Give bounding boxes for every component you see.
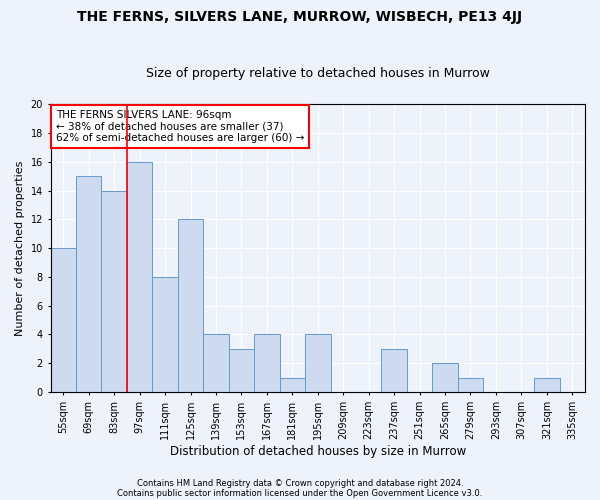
Bar	[127, 162, 152, 392]
X-axis label: Distribution of detached houses by size in Murrow: Distribution of detached houses by size …	[170, 444, 466, 458]
Bar	[203, 334, 229, 392]
Bar	[229, 349, 254, 392]
Bar	[76, 176, 101, 392]
Bar	[305, 334, 331, 392]
Bar	[178, 220, 203, 392]
Bar	[280, 378, 305, 392]
Text: THE FERNS, SILVERS LANE, MURROW, WISBECH, PE13 4JJ: THE FERNS, SILVERS LANE, MURROW, WISBECH…	[77, 10, 523, 24]
Bar	[254, 334, 280, 392]
Text: Contains public sector information licensed under the Open Government Licence v3: Contains public sector information licen…	[118, 488, 482, 498]
Text: Contains HM Land Registry data © Crown copyright and database right 2024.: Contains HM Land Registry data © Crown c…	[137, 478, 463, 488]
Bar	[458, 378, 483, 392]
Text: THE FERNS SILVERS LANE: 96sqm
← 38% of detached houses are smaller (37)
62% of s: THE FERNS SILVERS LANE: 96sqm ← 38% of d…	[56, 110, 304, 143]
Title: Size of property relative to detached houses in Murrow: Size of property relative to detached ho…	[146, 66, 490, 80]
Bar	[534, 378, 560, 392]
Bar	[152, 277, 178, 392]
Bar	[101, 190, 127, 392]
Bar	[50, 248, 76, 392]
Y-axis label: Number of detached properties: Number of detached properties	[15, 160, 25, 336]
Bar	[382, 349, 407, 392]
Bar	[433, 363, 458, 392]
